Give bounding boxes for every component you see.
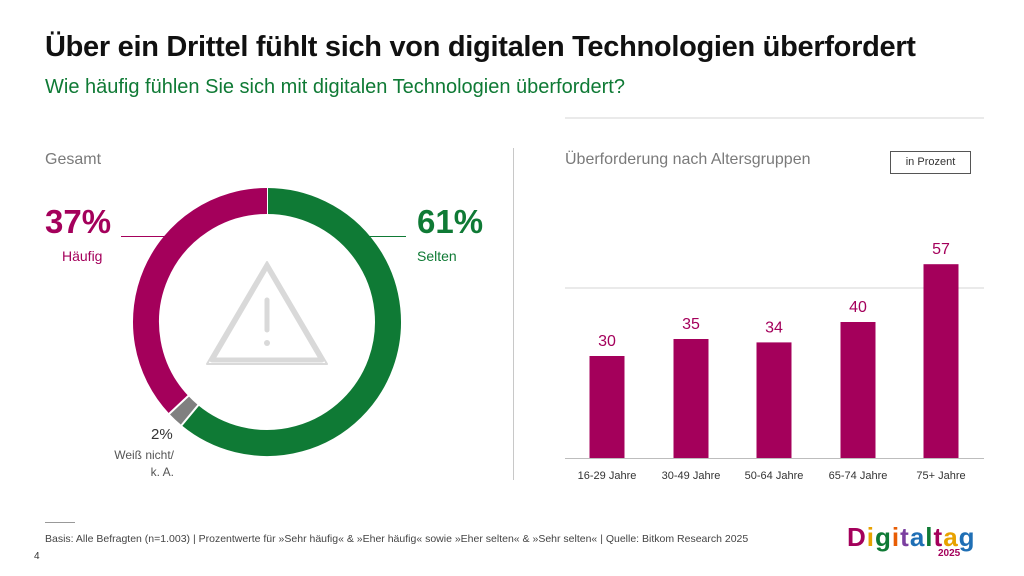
donut-slice-haeufig: [133, 188, 268, 414]
section-label-altersgruppen: Überforderung nach Altersgruppen: [565, 151, 811, 168]
logo-letter: a: [909, 522, 926, 552]
bar-4: [840, 322, 876, 458]
bar-tick-label: 30-49 Jahre: [662, 470, 721, 482]
haeufig-percent: 37%: [45, 203, 112, 240]
bar-value-label: 40: [849, 299, 867, 316]
page-number: 4: [34, 551, 40, 562]
logo-letter: t: [900, 522, 910, 552]
bar-labels: 30 35 34 40 57: [598, 241, 950, 350]
bar-tick-label: 75+ Jahre: [916, 470, 965, 482]
logo-letter: i: [891, 522, 901, 552]
logo-letter: t: [933, 522, 944, 552]
bar-tick-label: 50-64 Jahre: [745, 470, 804, 482]
selten-connector: [362, 236, 406, 237]
bar-bars: [589, 264, 959, 458]
selten-label: Selten: [417, 248, 457, 264]
bar-tick-labels: 16-29 Jahre 30-49 Jahre 50-64 Jahre 65-74 J…: [578, 470, 966, 482]
bar-2: [673, 339, 709, 458]
donut-slices: [133, 187, 401, 456]
bar-5: [923, 264, 959, 458]
bar-value-label: 35: [682, 316, 700, 333]
footnote-divider: [45, 522, 75, 523]
unit-box: in Prozent: [890, 151, 971, 174]
logo-year: 2025: [938, 548, 961, 559]
haeufig-label: Häufig: [62, 248, 103, 264]
section-label-gesamt: Gesamt: [45, 151, 102, 168]
warning-icon: [206, 261, 328, 365]
bar-1: [589, 356, 625, 458]
selten-percent: 61%: [417, 203, 484, 240]
donut-separator: [167, 394, 190, 416]
weiss-nicht-percent: 2%: [151, 426, 173, 443]
bar-value-label: 34: [765, 319, 783, 336]
donut-slice-selten: [181, 188, 401, 456]
weiss-nicht-label-line2: k. A.: [150, 465, 174, 479]
bar-tick-label: 65-74 Jahre: [829, 470, 888, 482]
logo-letter: i: [866, 522, 876, 552]
bar-value-label: 57: [932, 241, 950, 258]
logo-letter: g: [875, 522, 892, 552]
logo-letter: l: [925, 522, 934, 552]
logo-letter: D: [847, 522, 867, 552]
page-title: Über ein Drittel fühlt sich von digitale…: [45, 31, 916, 63]
donut-separator: [180, 403, 200, 427]
page-subtitle: Wie häufig fühlen Sie sich mit digitalen…: [45, 76, 625, 98]
digitaltag-logo: Digitaltag: [847, 522, 976, 553]
bar-3: [756, 342, 792, 458]
bar-grid: [565, 117, 984, 459]
footnote: Basis: Alle Befragten (n=1.003) | Prozen…: [45, 533, 749, 545]
section-divider: [513, 148, 514, 480]
weiss-nicht-label: Weiß nicht/ k. A.: [90, 447, 174, 481]
logo-letter: a: [943, 522, 959, 552]
logo-letter: g: [958, 522, 976, 552]
haeufig-connector: [121, 236, 168, 237]
weiss-nicht-label-line1: Weiß nicht/: [114, 448, 174, 462]
bar-tick-label: 16-29 Jahre: [578, 470, 637, 482]
bar-value-label: 30: [598, 333, 616, 350]
